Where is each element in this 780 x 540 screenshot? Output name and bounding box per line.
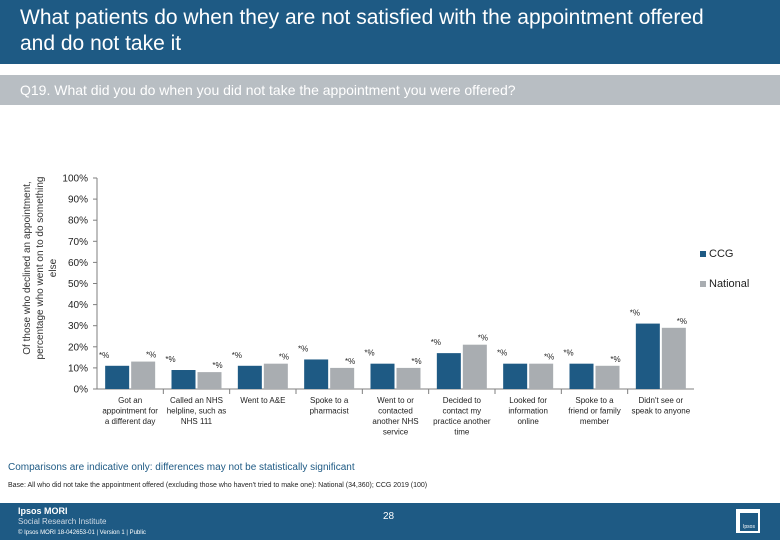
- y-tick-label: 70%: [68, 237, 88, 248]
- category-label: Called an NHS: [170, 396, 223, 405]
- data-label-national: *%: [677, 317, 687, 326]
- category-label: Got an: [118, 396, 142, 405]
- bar-ccg: [503, 363, 528, 389]
- copyright-text: © Ipsos MORI 18-042653-01 | Version 1 | …: [18, 530, 146, 536]
- data-label-ccg: *%: [497, 349, 507, 358]
- y-tick-label: 30%: [68, 321, 88, 332]
- category-label: information: [508, 407, 548, 416]
- bar-national: [595, 365, 620, 389]
- brand-subtitle: Social Research Institute: [18, 517, 107, 526]
- base-note: Base: All who did not take the appointme…: [8, 482, 428, 489]
- bar-national: [131, 361, 156, 389]
- question-text: Q19. What did you do when you did not ta…: [20, 82, 516, 98]
- data-label-ccg: *%: [165, 355, 175, 364]
- data-label-national: *%: [212, 361, 222, 370]
- ipsos-logo: Ipsos: [735, 508, 761, 534]
- y-tick-label: 100%: [62, 174, 88, 185]
- logo-text: Ipsos: [743, 524, 755, 530]
- bar-chart: 0% 10% 20% 30% 40% 50% 60% 70% 80% 90% 100% *% *% Got…: [62, 174, 694, 437]
- bar-ccg: [171, 370, 196, 389]
- data-label-ccg: *%: [563, 349, 573, 358]
- legend-swatch-national: [700, 281, 706, 288]
- legend-label-national: National: [709, 278, 750, 290]
- bar-ccg: [105, 365, 130, 389]
- bar-ccg: [436, 353, 461, 389]
- bar-national: [462, 344, 487, 389]
- category-label: Spoke to a: [310, 396, 349, 405]
- data-label-national: *%: [544, 353, 554, 362]
- bar-ccg: [635, 323, 660, 389]
- category-label: service: [383, 428, 409, 437]
- category-label: time: [454, 428, 470, 437]
- data-label-national: *%: [146, 351, 156, 360]
- category-label: contacted: [378, 407, 413, 416]
- question-bar: [0, 75, 780, 105]
- legend-label-ccg: CCG: [709, 248, 734, 260]
- y-tick-label: 40%: [68, 300, 88, 311]
- category-label: Decided to: [443, 396, 482, 405]
- category-label: Looked for: [509, 396, 547, 405]
- category-label: speak to anyone: [631, 407, 690, 416]
- category-label: practice another: [433, 417, 491, 426]
- bar-national: [197, 372, 222, 389]
- category-label: NHS 111: [181, 417, 213, 426]
- category-label: online: [517, 417, 539, 426]
- data-label-national: *%: [478, 334, 488, 343]
- category-label: appointment for: [102, 407, 158, 416]
- category-label: a different day: [105, 417, 156, 426]
- bar-national: [396, 367, 421, 389]
- bar-ccg: [569, 363, 594, 389]
- logo-mark: Ipsos: [740, 513, 758, 531]
- y-tick-label: 60%: [68, 258, 88, 269]
- category-label: pharmacist: [310, 407, 350, 416]
- bar-ccg: [370, 363, 395, 389]
- category-label: Went to or: [377, 396, 414, 405]
- brand-name: Ipsos MORI: [18, 506, 68, 516]
- data-label-ccg: *%: [232, 351, 242, 360]
- data-label-ccg: *%: [431, 338, 441, 347]
- category-label: Spoke to a: [575, 396, 614, 405]
- y-tick-label: 90%: [68, 195, 88, 206]
- category-label: member: [580, 417, 610, 426]
- category-label: contact my: [442, 407, 481, 416]
- bar-ccg: [304, 359, 329, 389]
- footer-bar: [0, 503, 780, 540]
- category-label: another NHS: [372, 417, 418, 426]
- category-label: friend or family: [568, 407, 620, 416]
- bar-ccg: [237, 365, 262, 389]
- y-tick-label: 0%: [74, 385, 89, 396]
- page-title: What patients do when they are not satis…: [20, 6, 704, 55]
- legend-swatch-ccg: [700, 251, 706, 258]
- bar-national: [263, 363, 288, 389]
- comparison-note: Comparisons are indicative only: differe…: [8, 462, 355, 473]
- y-tick-label: 80%: [68, 216, 88, 227]
- legend-item-national: National: [700, 278, 749, 290]
- y-tick-label: 20%: [68, 342, 88, 353]
- bar-national: [330, 367, 355, 389]
- data-label-ccg: *%: [630, 309, 640, 318]
- data-label-national: *%: [279, 353, 289, 362]
- bar-national: [529, 363, 554, 389]
- data-label-national: *%: [345, 357, 355, 366]
- category-label: Didn't see or: [638, 396, 683, 405]
- y-tick-label: 10%: [68, 363, 88, 374]
- y-tick-label: 50%: [68, 279, 88, 290]
- data-label-national: *%: [411, 357, 421, 366]
- category-label: helpline, such as: [167, 407, 227, 416]
- data-label-ccg: *%: [99, 351, 109, 360]
- header-bar: [0, 0, 780, 64]
- bar-national: [661, 327, 686, 389]
- legend-item-ccg: CCG: [700, 248, 733, 260]
- category-label: Went to A&E: [240, 396, 285, 405]
- page-number: 28: [383, 511, 395, 522]
- data-label-ccg: *%: [364, 349, 374, 358]
- data-label-ccg: *%: [298, 344, 308, 353]
- data-label-national: *%: [610, 355, 620, 364]
